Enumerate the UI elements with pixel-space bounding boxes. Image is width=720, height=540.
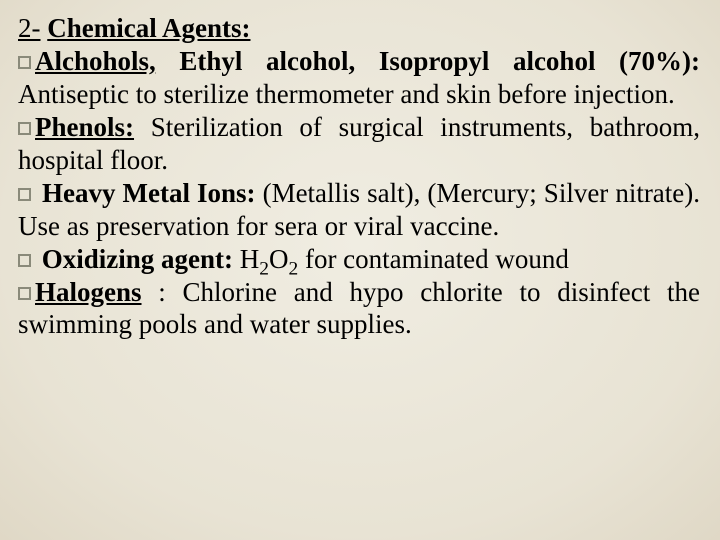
heading: 2- Chemical Agents: xyxy=(18,12,700,45)
item-lead: Heavy Metal Ions: xyxy=(42,178,256,208)
item-lead: Oxidizing agent: xyxy=(42,244,233,274)
item-oxidizing: Oxidizing agent: H2O2 for contaminated w… xyxy=(18,243,700,276)
item-lead: Alchohols, xyxy=(35,46,156,76)
square-bullet-icon xyxy=(18,56,31,69)
item-body: H2O2 for contaminated wound xyxy=(240,244,569,274)
heading-main: Chemical Agents: xyxy=(47,13,250,43)
square-bullet-icon xyxy=(18,188,31,201)
item-phenols: Phenols: Sterilization of surgical instr… xyxy=(18,111,700,177)
item-halogens: Halogens : Chlorine and hypo chlorite to… xyxy=(18,276,700,342)
item-lead: Halogens xyxy=(35,277,142,307)
square-bullet-icon xyxy=(18,287,31,300)
item-body: Antiseptic to sterilize thermometer and … xyxy=(18,79,675,109)
item-lead: Phenols: xyxy=(35,112,134,142)
slide-content: 2- Chemical Agents: Alchohols, Ethyl alc… xyxy=(18,12,700,341)
item-extra-bold: Ethyl alcohol, Isopropyl alcohol (70%): xyxy=(179,46,700,76)
square-bullet-icon xyxy=(18,254,31,267)
square-bullet-icon xyxy=(18,122,31,135)
item-heavy-metal: Heavy Metal Ions: (Metallis salt), (Merc… xyxy=(18,177,700,243)
heading-prefix: 2- xyxy=(18,13,41,43)
item-alcohols: Alchohols, Ethyl alcohol, Isopropyl alco… xyxy=(18,45,700,111)
